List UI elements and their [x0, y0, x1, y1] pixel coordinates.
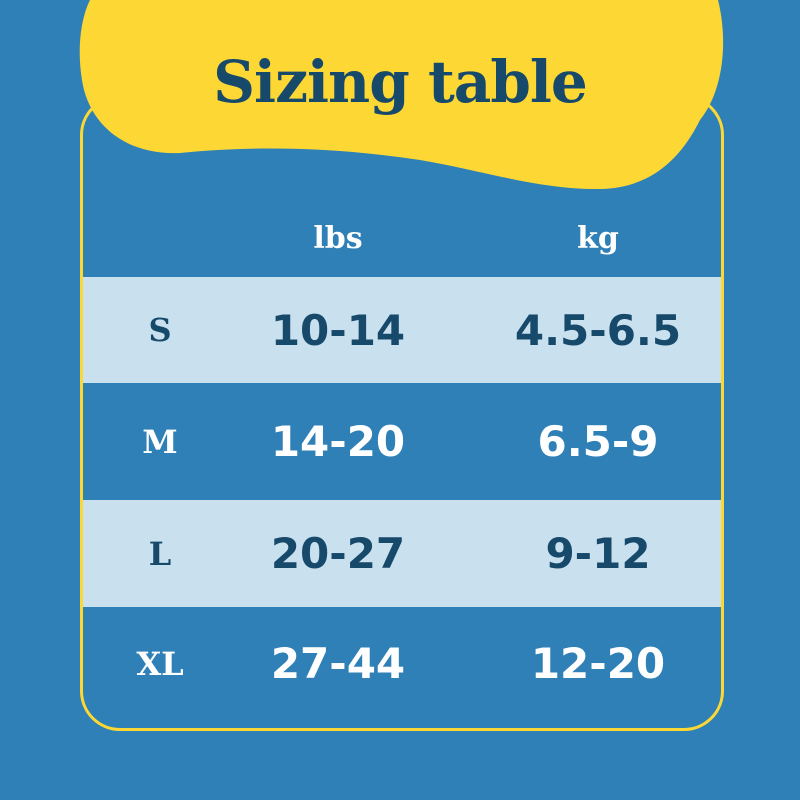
header-kg: kg — [577, 221, 619, 256]
size-label: M — [142, 422, 178, 461]
table-row: L 20-27 9-12 — [83, 500, 721, 607]
header-lbs: lbs — [313, 221, 363, 256]
size-label: XL — [136, 644, 184, 683]
table-row: M 14-20 6.5-9 — [83, 383, 721, 500]
table-row: XL 27-44 12-20 — [83, 607, 721, 720]
size-label: S — [148, 311, 172, 349]
kg-value: 6.5-9 — [537, 417, 659, 466]
kg-value: 9-12 — [545, 529, 651, 578]
lbs-value: 10-14 — [270, 305, 406, 355]
page-title: Sizing table — [213, 48, 588, 116]
kg-value: 12-20 — [530, 639, 666, 688]
lbs-value: 20-27 — [270, 529, 406, 578]
table-row: S 10-14 4.5-6.5 — [83, 277, 721, 383]
lbs-value: 14-20 — [270, 417, 406, 466]
header-row: lbs kg — [83, 200, 721, 277]
lbs-value: 27-44 — [270, 639, 406, 688]
kg-value: 4.5-6.5 — [514, 305, 682, 355]
size-label: L — [148, 534, 172, 573]
